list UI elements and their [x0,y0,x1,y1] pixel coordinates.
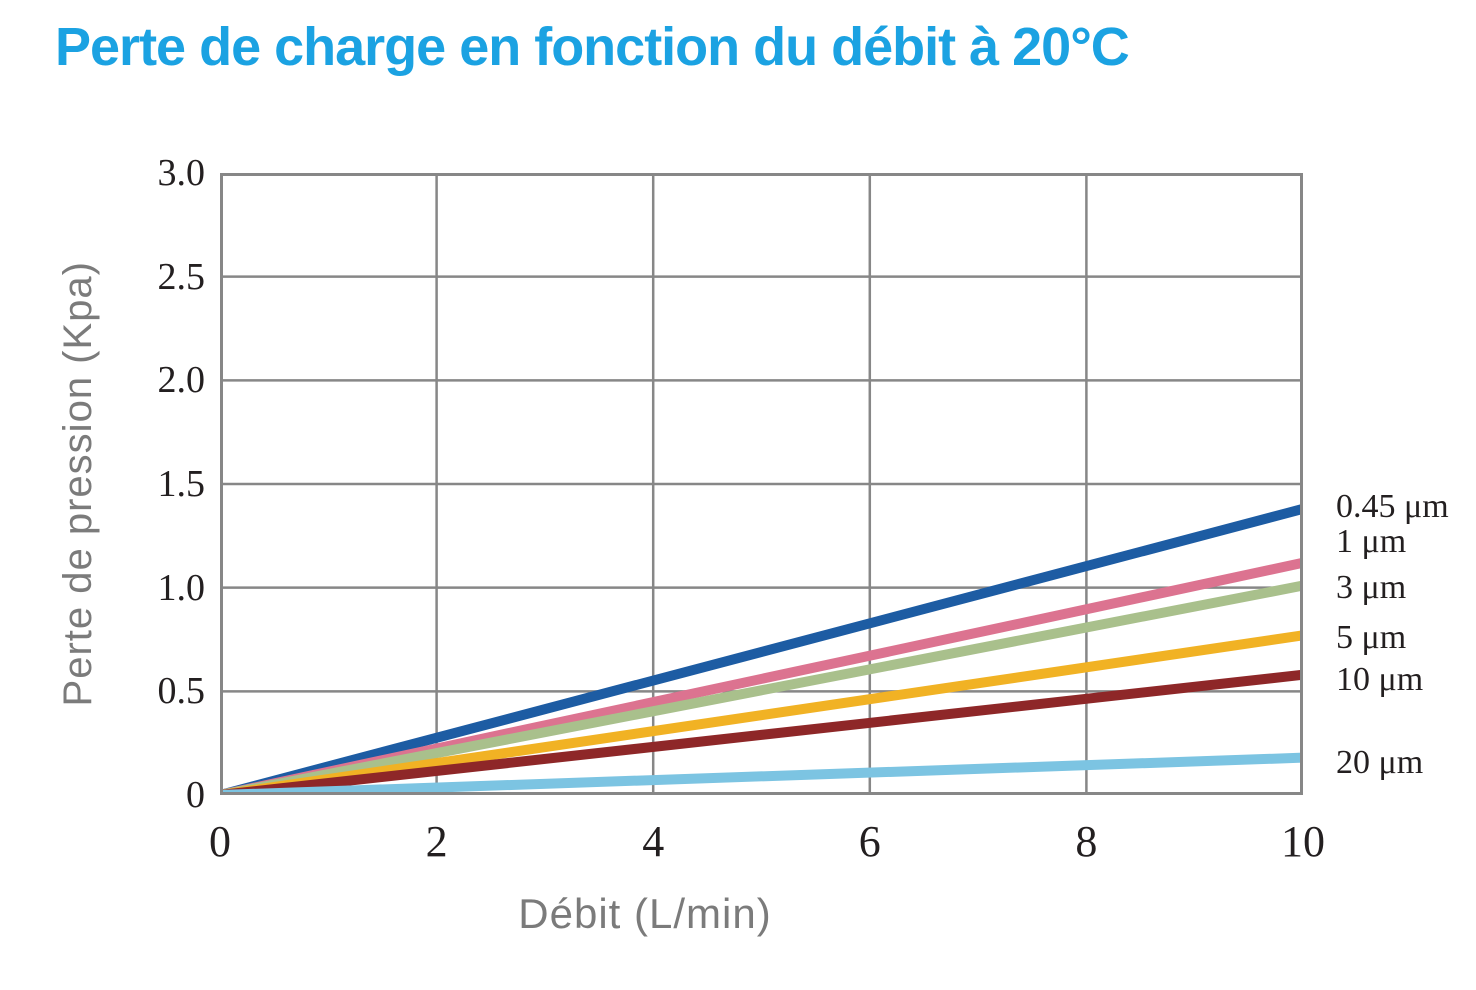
chart-title: Perte de charge en fonction du débit à 2… [55,17,1130,77]
y-tick-label: 2.5 [157,255,206,298]
y-tick-label: 0.5 [157,670,206,713]
series-line-5-μm [220,630,1303,795]
legend-label: 10 μm [1336,660,1424,698]
y-tick-label: 1.0 [157,566,206,609]
series-line-20-μm [220,752,1303,795]
y-tick-label: 2.0 [157,359,206,402]
legend-label: 20 μm [1336,743,1424,781]
plot-border [220,173,1303,795]
legend-label: 3 μm [1336,568,1407,606]
y-tick-label: 0 [186,774,205,816]
series-line-0.45-μm [220,504,1303,795]
x-axis-title: Débit (L/min) [518,890,772,937]
y-tick-label: 1.5 [157,463,206,505]
series-line-10-μm [220,669,1303,795]
y-axis-title-text: Perte de pression (Kpa) [55,261,100,707]
x-tick-label: 6 [858,817,881,866]
series-line-3-μm [220,580,1303,795]
legend-label: 0.45 μm [1336,487,1449,525]
x-tick-label: 10 [1281,817,1325,866]
x-tick-label: 2 [425,817,448,866]
legend-label: 1 μm [1336,522,1407,560]
x-tick-label: 4 [642,817,665,866]
x-tick-label: 0 [209,817,231,866]
plot-area [220,173,1303,795]
y-tick-label: 3.0 [157,152,206,194]
legend-label: 5 μm [1336,619,1407,657]
x-tick-label: 8 [1075,817,1098,866]
